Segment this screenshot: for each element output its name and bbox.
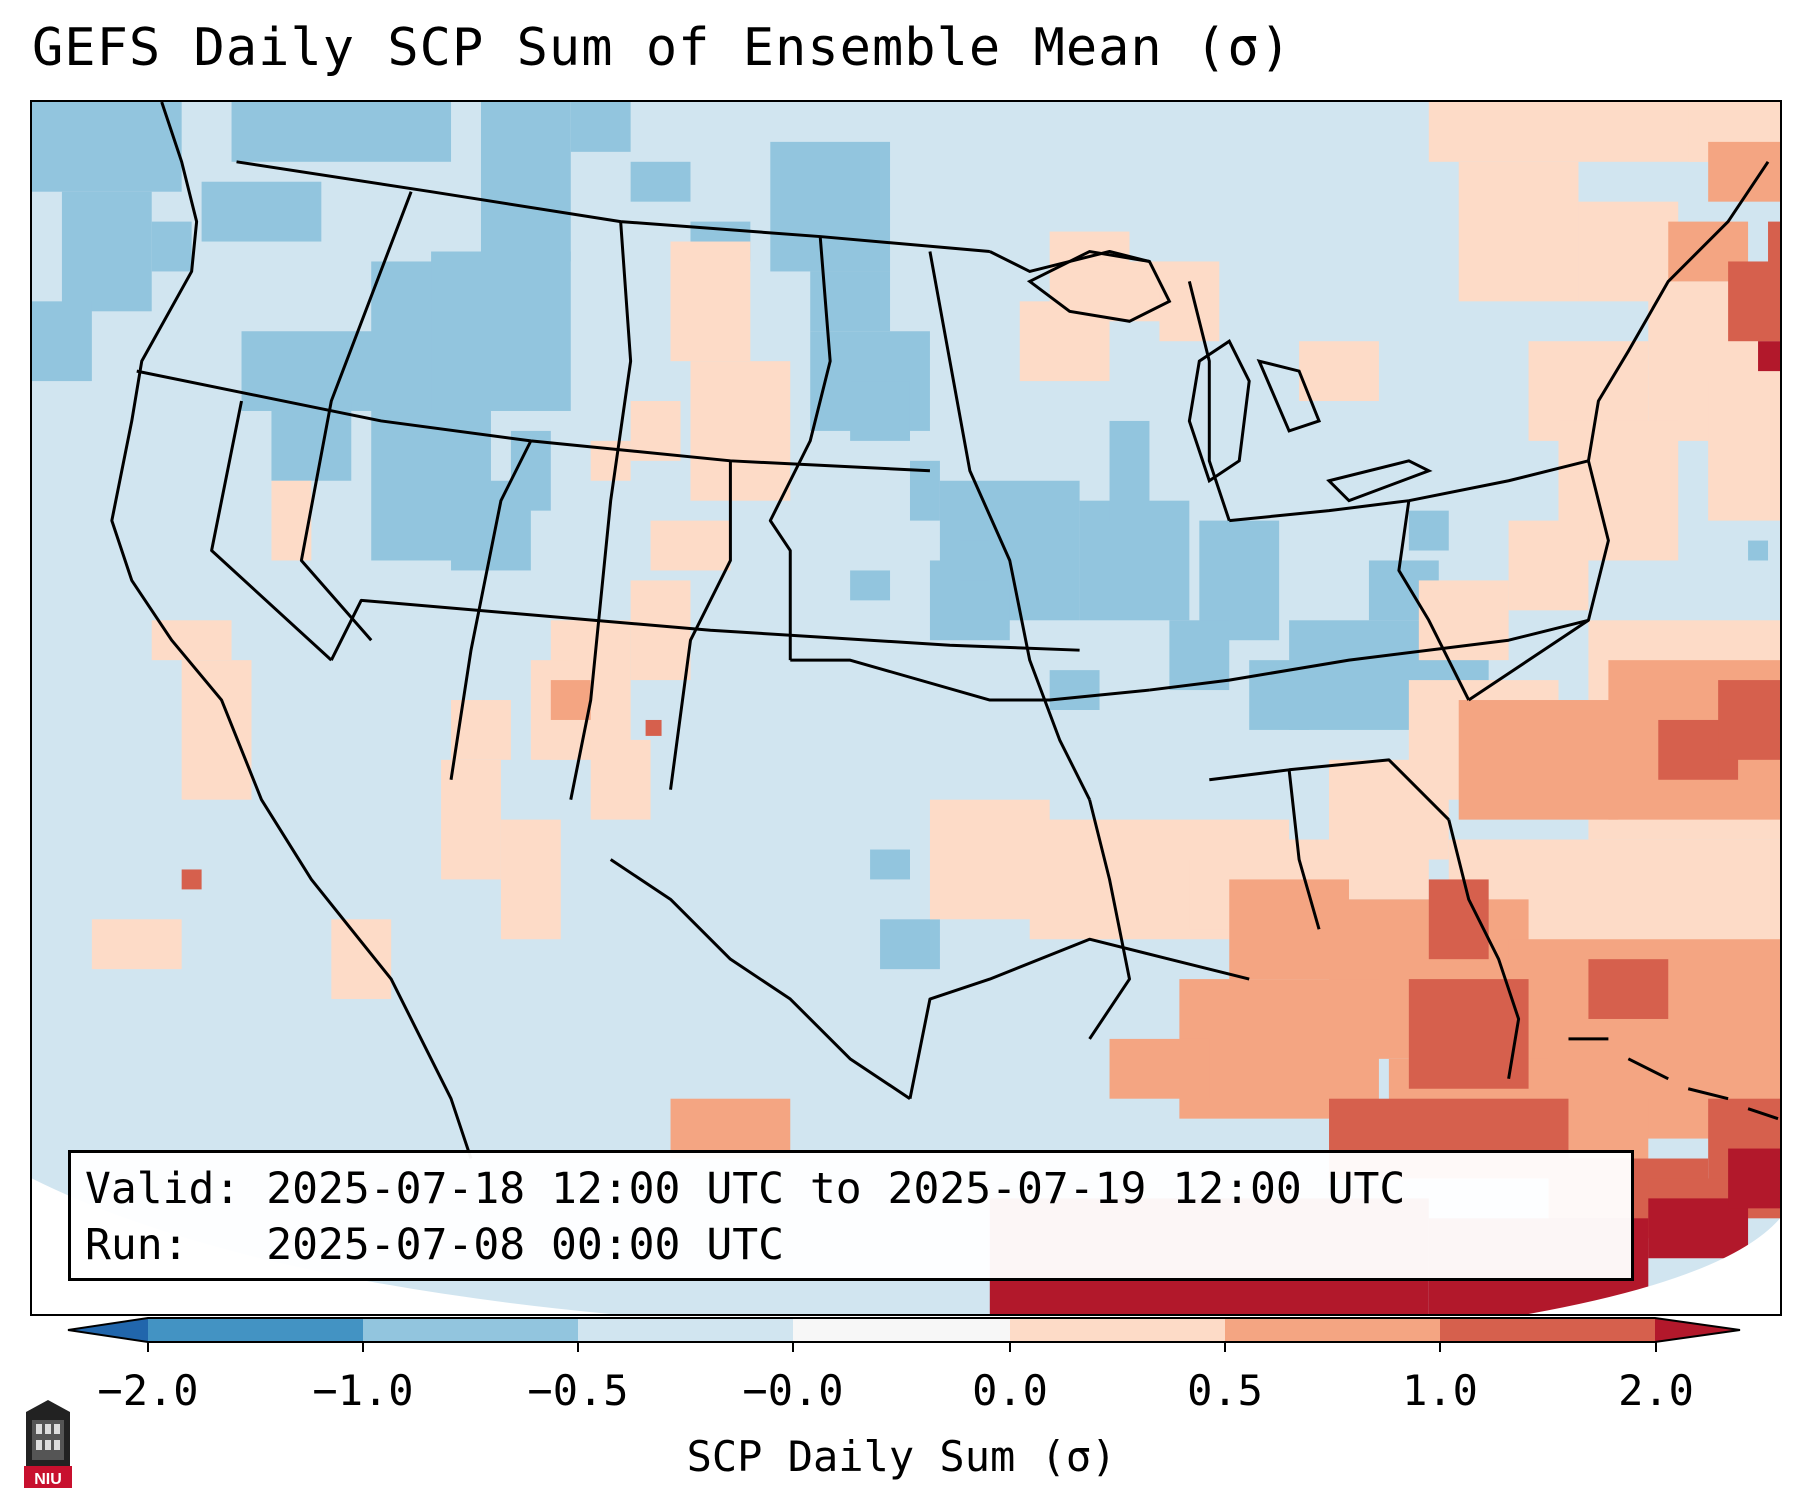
valid-value: 2025-07-18 12:00 UTC to 2025-07-19 12:00… [266,1164,1406,1214]
border-wy-co [569,221,633,800]
run-row: Run: 2025-07-08 00:00 UTC [85,1217,1617,1273]
colorbar-seg-2 [363,1318,578,1342]
run-value: 2025-07-08 00:00 UTC [266,1220,784,1270]
colorbar [67,1317,1741,1343]
lake-huron [1256,358,1322,433]
tick-label: −0.5 [527,1366,629,1415]
caribbean-islands [1568,1037,1779,1121]
texas-border [609,858,911,1100]
border-ok-ar [790,658,1150,702]
border-wv-va [1397,500,1471,701]
state-borders [110,102,1770,1159]
lake-superior [1026,249,1172,323]
border-mi-in [1187,281,1231,522]
border-nevada [210,400,333,662]
tick-mark [1439,1342,1441,1352]
tick-label: 2.0 [1618,1366,1694,1415]
scp-field-map [32,102,1780,1314]
border-ga-al [1287,769,1321,930]
colorbar-extend-low [68,1318,148,1342]
map-panel [30,100,1782,1316]
valid-label: Valid: [85,1164,241,1214]
tick-mark [362,1342,364,1352]
colorbar-svg [67,1317,1741,1343]
florida-coast [1447,819,1521,1080]
west-coastline [110,102,473,1159]
tick-label: −0.0 [742,1366,844,1415]
tick-mark [1224,1342,1226,1352]
tick-mark [147,1342,149,1352]
colorbar-seg-4 [793,1318,1010,1342]
border-idaho [299,191,413,642]
niu-logo: NIU [20,1398,76,1490]
colorbar-seg-3 [578,1318,793,1342]
colorbar-seg-6 [1225,1318,1440,1342]
valid-row: Valid: 2025-07-18 12:00 UTC to 2025-07-1… [85,1161,1617,1217]
bahamas [1568,1037,1779,1121]
border-tn-nc [1149,618,1589,692]
tick-mark [577,1342,579,1352]
mid-atlantic-coast [1467,460,1610,702]
tick-mark [792,1342,794,1352]
tick-label: −2.0 [97,1366,199,1415]
run-label: Run: [85,1220,189,1270]
lake-erie [1326,459,1433,503]
colorbar-seg-1 [148,1318,363,1342]
tick-mark [1655,1342,1657,1352]
border-dakotas [768,236,832,661]
border-mississippi-west [928,251,1091,801]
border-row-36 [329,598,1080,661]
border-ut-co [449,440,533,780]
negative-anomaly-cells [32,102,1769,970]
lake-michigan [1187,339,1251,484]
tick-mark [1009,1342,1011,1352]
gulf-coast-texas [908,937,1250,1100]
border-gulf-states [1209,758,1450,821]
northeast-coast [1586,160,1770,462]
colorbar-label: SCP Daily Sum (σ) [686,1432,1117,1481]
border-co-nm [669,460,732,790]
tick-label: −1.0 [312,1366,414,1415]
niu-logo-text: NIU [34,1471,62,1488]
colorbar-extend-high [1655,1318,1740,1342]
niu-logo-icon: NIU [24,1400,72,1488]
tick-label: 0.5 [1187,1366,1263,1415]
domain-corner-right [1528,1218,1780,1314]
colorbar-seg-7 [1440,1318,1655,1342]
border-la [1088,799,1131,1040]
tick-label: 1.0 [1402,1366,1478,1415]
valid-run-info-box: Valid: 2025-07-18 12:00 UTC to 2025-07-1… [68,1150,1634,1281]
tick-label: 0.0 [972,1366,1048,1415]
chart-title: GEFS Daily SCP Sum of Ensemble Mean (σ) [32,18,1292,78]
great-lakes [1026,249,1433,503]
colorbar-seg-5 [1010,1318,1225,1342]
